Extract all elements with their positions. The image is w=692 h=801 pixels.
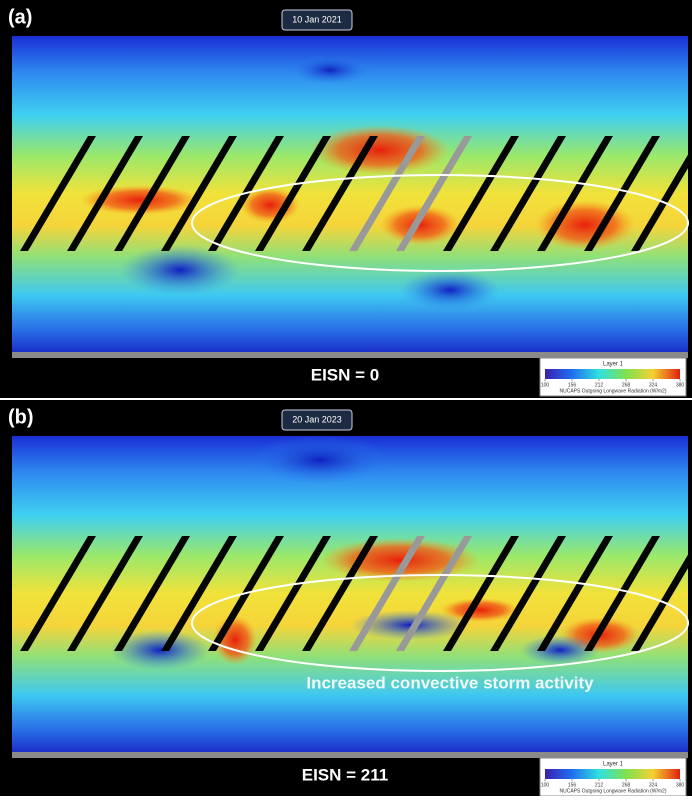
- colorbar-axis-label: NUCAPS Outgoing Longwave Radiation (W/m2…: [560, 388, 667, 394]
- colorbar-tick-label: 100: [541, 782, 550, 788]
- map-bottom-strip: [12, 752, 688, 758]
- colorbar-tick-label: 380: [676, 782, 685, 788]
- figure: (a)10 Jan 2021EISN = 0Layer 110015621226…: [0, 0, 692, 796]
- colorbar-tick-label: 100: [541, 382, 550, 388]
- panel-label: (a): [8, 6, 32, 28]
- cold-region: [290, 55, 370, 85]
- date-label: 10 Jan 2021: [292, 14, 342, 24]
- warm-region: [310, 125, 450, 175]
- cold-region: [120, 245, 240, 295]
- map-bottom-strip: [12, 352, 688, 358]
- cold-region: [400, 270, 500, 310]
- colorbar-title: Layer 1: [603, 362, 624, 368]
- annotation: Increased convective storm activity: [306, 673, 594, 692]
- colorbar-axis-label: NUCAPS Outgoing Longwave Radiation (W/m2…: [560, 788, 667, 794]
- olr-map: [12, 436, 688, 752]
- date-label: 20 Jan 2023: [292, 414, 342, 424]
- colorbar-tick-label: 380: [676, 382, 685, 388]
- eisn-caption: EISN = 211: [302, 765, 388, 784]
- panel-label: (b): [8, 406, 34, 428]
- panel: (b) 20 Jan 2023 EISN = 211 Increased convec…: [0, 400, 692, 796]
- colorbar: [545, 769, 680, 779]
- eisn-caption: EISN = 0: [311, 365, 380, 384]
- cold-region: [250, 435, 390, 485]
- colorbar: [545, 369, 680, 379]
- colorbar-title: Layer 1: [603, 762, 624, 768]
